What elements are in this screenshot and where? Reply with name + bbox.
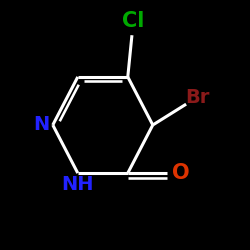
- Text: Br: Br: [185, 88, 210, 107]
- Text: O: O: [172, 163, 189, 183]
- Text: NH: NH: [62, 175, 94, 194]
- Text: N: N: [34, 116, 50, 134]
- Text: Cl: Cl: [122, 11, 144, 31]
